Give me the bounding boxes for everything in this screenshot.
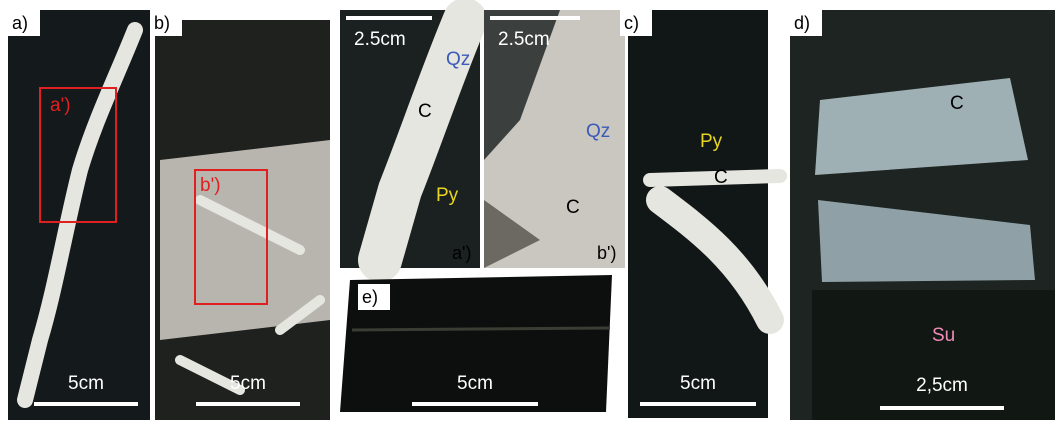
inset-label: b') [200, 175, 221, 196]
mineral-label: Qz [446, 49, 470, 70]
scale-label: 2,5cm [916, 375, 968, 396]
panel-a: a) a') 5cm [8, 10, 150, 420]
panel-e: e) 5cm [340, 275, 612, 412]
mineral-label: Qz [586, 121, 610, 142]
panel-label: b) [154, 13, 170, 33]
panel-b-prime: 2.5cm Qz C b') [484, 10, 625, 268]
panel-b: b) b') 5cm [150, 10, 330, 420]
mineral-label: Su [932, 325, 955, 346]
figure: a) a') 5cm b) b') 5cm 2.5cm Qz C Py a') … [0, 0, 1060, 424]
mineral-label: C [418, 101, 432, 122]
inset-label: a') [50, 95, 71, 116]
mineral-label: C [566, 197, 580, 218]
scale-label: 5cm [68, 373, 104, 394]
panel-d: d) C Su 2,5cm [790, 10, 1055, 420]
scale-label: 5cm [230, 373, 266, 394]
panel-c: c) Py C 5cm [620, 10, 780, 418]
panel-label: b') [597, 243, 616, 263]
mineral-label: Py [700, 131, 723, 152]
panel-label: c) [624, 13, 639, 33]
mineral-label: Py [436, 185, 459, 206]
mineral-label: C [950, 93, 964, 114]
panel-label: a) [12, 13, 28, 33]
panel-label: a') [452, 243, 471, 263]
scale-label: 2.5cm [354, 29, 406, 50]
panel-label: e) [362, 287, 378, 307]
mineral-label: C [714, 167, 728, 188]
panel-a-prime: 2.5cm Qz C Py a') [340, 10, 480, 268]
scale-label: 2.5cm [498, 29, 550, 50]
scale-label: 5cm [457, 373, 493, 394]
scale-label: 5cm [680, 373, 716, 394]
panel-label: d) [794, 13, 810, 33]
